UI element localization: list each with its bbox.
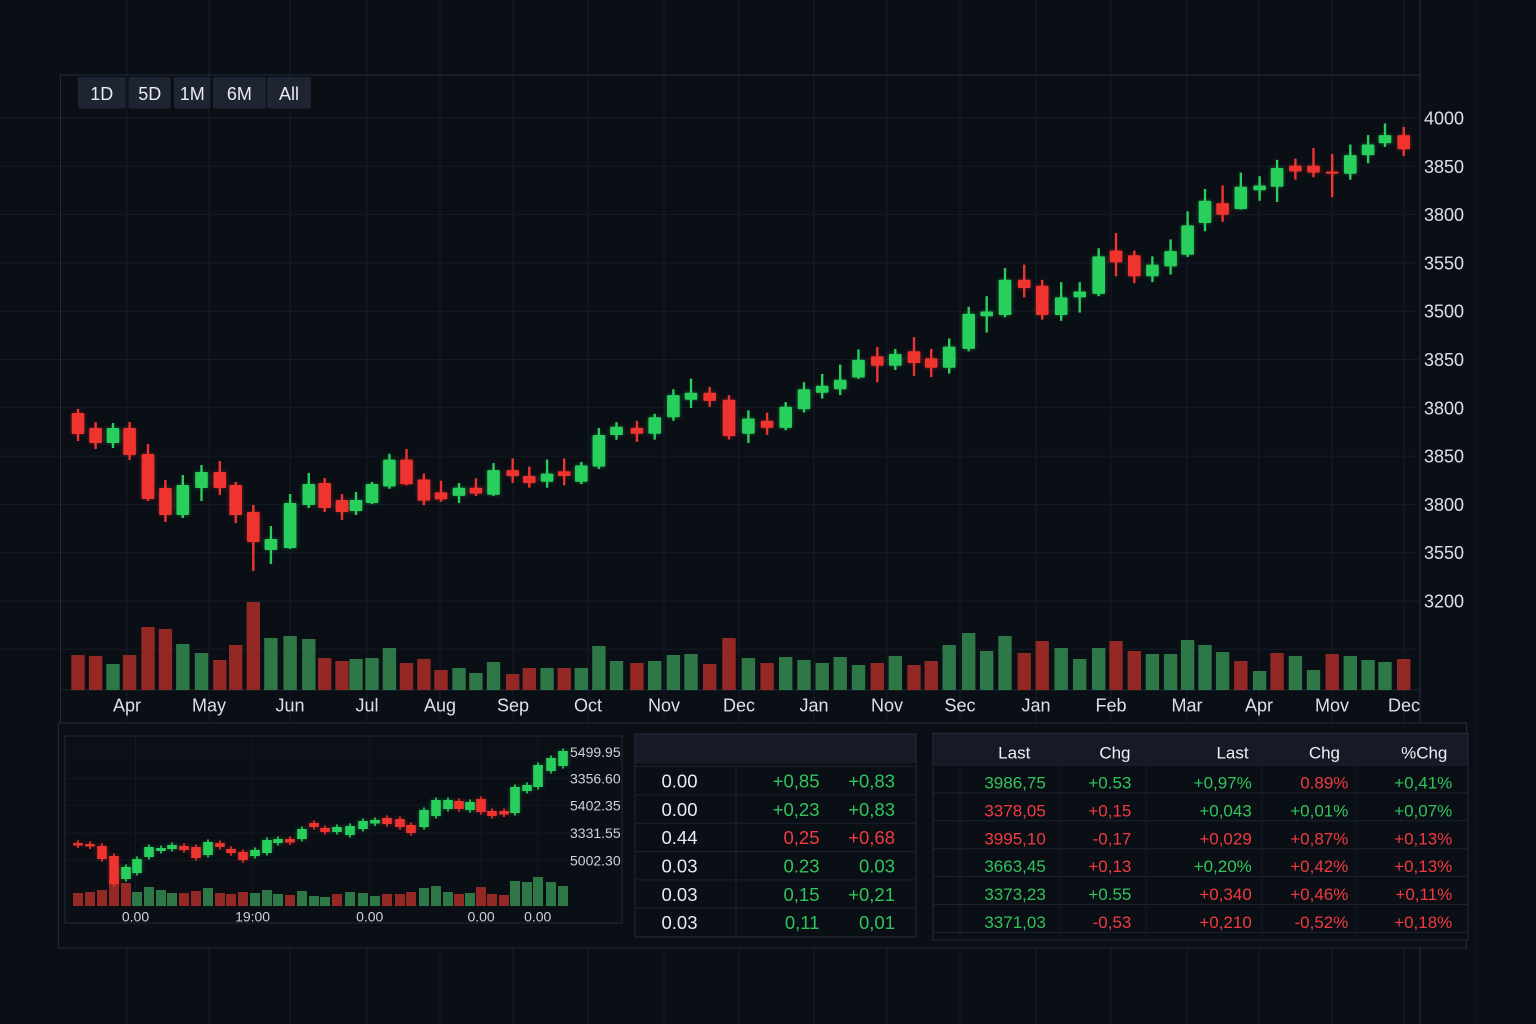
svg-text:6M: 6M xyxy=(227,84,252,104)
svg-text:0.44: 0.44 xyxy=(661,827,697,848)
svg-text:5002.30: 5002.30 xyxy=(570,852,621,868)
svg-text:1D: 1D xyxy=(90,84,113,104)
svg-text:+0,23: +0,23 xyxy=(773,799,820,820)
svg-text:3986,75: 3986,75 xyxy=(984,774,1045,793)
svg-text:0.89%: 0.89% xyxy=(1300,774,1348,793)
svg-text:+0,85: +0,85 xyxy=(773,771,820,792)
svg-text:%Chg: %Chg xyxy=(1401,744,1447,763)
svg-text:Nov: Nov xyxy=(648,696,680,716)
svg-text:3500: 3500 xyxy=(1424,302,1464,322)
svg-text:-0,53: -0,53 xyxy=(1093,913,1132,932)
svg-text:0.00: 0.00 xyxy=(122,909,149,925)
svg-text:0.00: 0.00 xyxy=(524,909,551,925)
svg-text:5D: 5D xyxy=(138,84,161,104)
svg-text:3550: 3550 xyxy=(1424,543,1464,563)
svg-text:3550: 3550 xyxy=(1424,253,1464,273)
svg-text:Jul: Jul xyxy=(355,696,378,716)
svg-text:0.00: 0.00 xyxy=(661,771,697,792)
svg-text:3850: 3850 xyxy=(1424,350,1464,370)
svg-text:+0,13: +0,13 xyxy=(1088,857,1131,876)
svg-text:Oct: Oct xyxy=(574,696,602,716)
svg-text:+0,15: +0,15 xyxy=(1088,801,1131,820)
svg-text:+0,13%: +0,13% xyxy=(1394,857,1452,876)
svg-text:+0,97%: +0,97% xyxy=(1194,774,1252,793)
svg-text:Jun: Jun xyxy=(275,696,304,716)
svg-text:Apr: Apr xyxy=(113,696,141,716)
svg-text:+0,13%: +0,13% xyxy=(1394,829,1452,848)
svg-text:3200: 3200 xyxy=(1424,592,1464,612)
svg-text:5499.95: 5499.95 xyxy=(570,744,621,760)
svg-text:Last: Last xyxy=(998,744,1030,763)
svg-text:+0,18%: +0,18% xyxy=(1394,913,1452,932)
svg-text:0.03: 0.03 xyxy=(661,856,697,877)
svg-text:4000: 4000 xyxy=(1424,109,1464,129)
svg-text:+0,87%: +0,87% xyxy=(1290,829,1348,848)
svg-text:+0,043: +0,043 xyxy=(1199,801,1251,820)
svg-text:0.00: 0.00 xyxy=(356,909,383,925)
svg-text:+0,68: +0,68 xyxy=(848,827,895,848)
svg-text:3850: 3850 xyxy=(1424,157,1464,177)
svg-text:0.00: 0.00 xyxy=(467,909,494,925)
svg-text:3371,03: 3371,03 xyxy=(984,913,1045,932)
svg-text:3800: 3800 xyxy=(1424,495,1464,515)
svg-text:+0,41%: +0,41% xyxy=(1394,774,1452,793)
svg-text:+0,21: +0,21 xyxy=(848,884,895,905)
svg-text:Jan: Jan xyxy=(799,696,828,716)
svg-text:+0,20%: +0,20% xyxy=(1194,857,1252,876)
svg-text:3800: 3800 xyxy=(1424,398,1464,418)
svg-text:Chg: Chg xyxy=(1309,744,1340,763)
svg-text:-0,52%: -0,52% xyxy=(1295,913,1349,932)
svg-text:1M: 1M xyxy=(180,84,205,104)
svg-text:0.23: 0.23 xyxy=(783,856,819,877)
svg-text:0.03: 0.03 xyxy=(661,884,697,905)
svg-text:Feb: Feb xyxy=(1095,696,1126,716)
svg-text:Dec: Dec xyxy=(723,696,755,716)
svg-text:+0.55: +0.55 xyxy=(1088,885,1131,904)
svg-text:+0,340: +0,340 xyxy=(1199,885,1251,904)
svg-text:+0,83: +0,83 xyxy=(848,799,895,820)
svg-text:All: All xyxy=(279,84,299,104)
svg-text:Chg: Chg xyxy=(1099,744,1130,763)
svg-text:+0,210: +0,210 xyxy=(1199,913,1251,932)
svg-text:May: May xyxy=(192,696,226,716)
svg-text:0,11: 0,11 xyxy=(785,912,820,933)
svg-text:+0,029: +0,029 xyxy=(1199,829,1251,848)
svg-text:+0,46%: +0,46% xyxy=(1290,885,1348,904)
svg-text:3331.55: 3331.55 xyxy=(570,825,621,841)
svg-text:5402.35: 5402.35 xyxy=(570,797,621,813)
svg-text:+0.53: +0.53 xyxy=(1088,774,1131,793)
svg-text:0,25: 0,25 xyxy=(783,827,819,848)
svg-text:0.00: 0.00 xyxy=(661,799,697,820)
svg-text:Last: Last xyxy=(1216,744,1248,763)
svg-text:Aug: Aug xyxy=(424,696,456,716)
svg-text:0,01: 0,01 xyxy=(859,912,895,933)
svg-text:3663,45: 3663,45 xyxy=(984,857,1045,876)
svg-text:3356.60: 3356.60 xyxy=(570,770,621,786)
svg-text:3995,10: 3995,10 xyxy=(984,829,1045,848)
svg-text:+0,01%: +0,01% xyxy=(1290,801,1348,820)
svg-text:19:00: 19:00 xyxy=(235,909,270,925)
svg-text:+0,42%: +0,42% xyxy=(1290,857,1348,876)
svg-text:0.03: 0.03 xyxy=(859,856,895,877)
svg-text:+0,07%: +0,07% xyxy=(1394,801,1452,820)
svg-text:3378,05: 3378,05 xyxy=(984,801,1045,820)
svg-text:Sep: Sep xyxy=(497,696,529,716)
svg-text:Jan: Jan xyxy=(1021,696,1050,716)
svg-text:Nov: Nov xyxy=(871,696,903,716)
svg-text:0.03: 0.03 xyxy=(661,912,697,933)
svg-text:Sec: Sec xyxy=(944,696,975,716)
svg-text:+0,83: +0,83 xyxy=(848,771,895,792)
svg-text:Dec: Dec xyxy=(1388,696,1420,716)
svg-text:+0,11%: +0,11% xyxy=(1395,885,1452,904)
svg-text:3850: 3850 xyxy=(1424,447,1464,467)
svg-text:-0,17: -0,17 xyxy=(1093,829,1132,848)
svg-text:0,15: 0,15 xyxy=(783,884,819,905)
svg-text:3800: 3800 xyxy=(1424,205,1464,225)
svg-text:Apr: Apr xyxy=(1245,696,1273,716)
svg-text:3373,23: 3373,23 xyxy=(984,885,1045,904)
svg-text:Mov: Mov xyxy=(1315,696,1349,716)
svg-text:Mar: Mar xyxy=(1172,696,1203,716)
